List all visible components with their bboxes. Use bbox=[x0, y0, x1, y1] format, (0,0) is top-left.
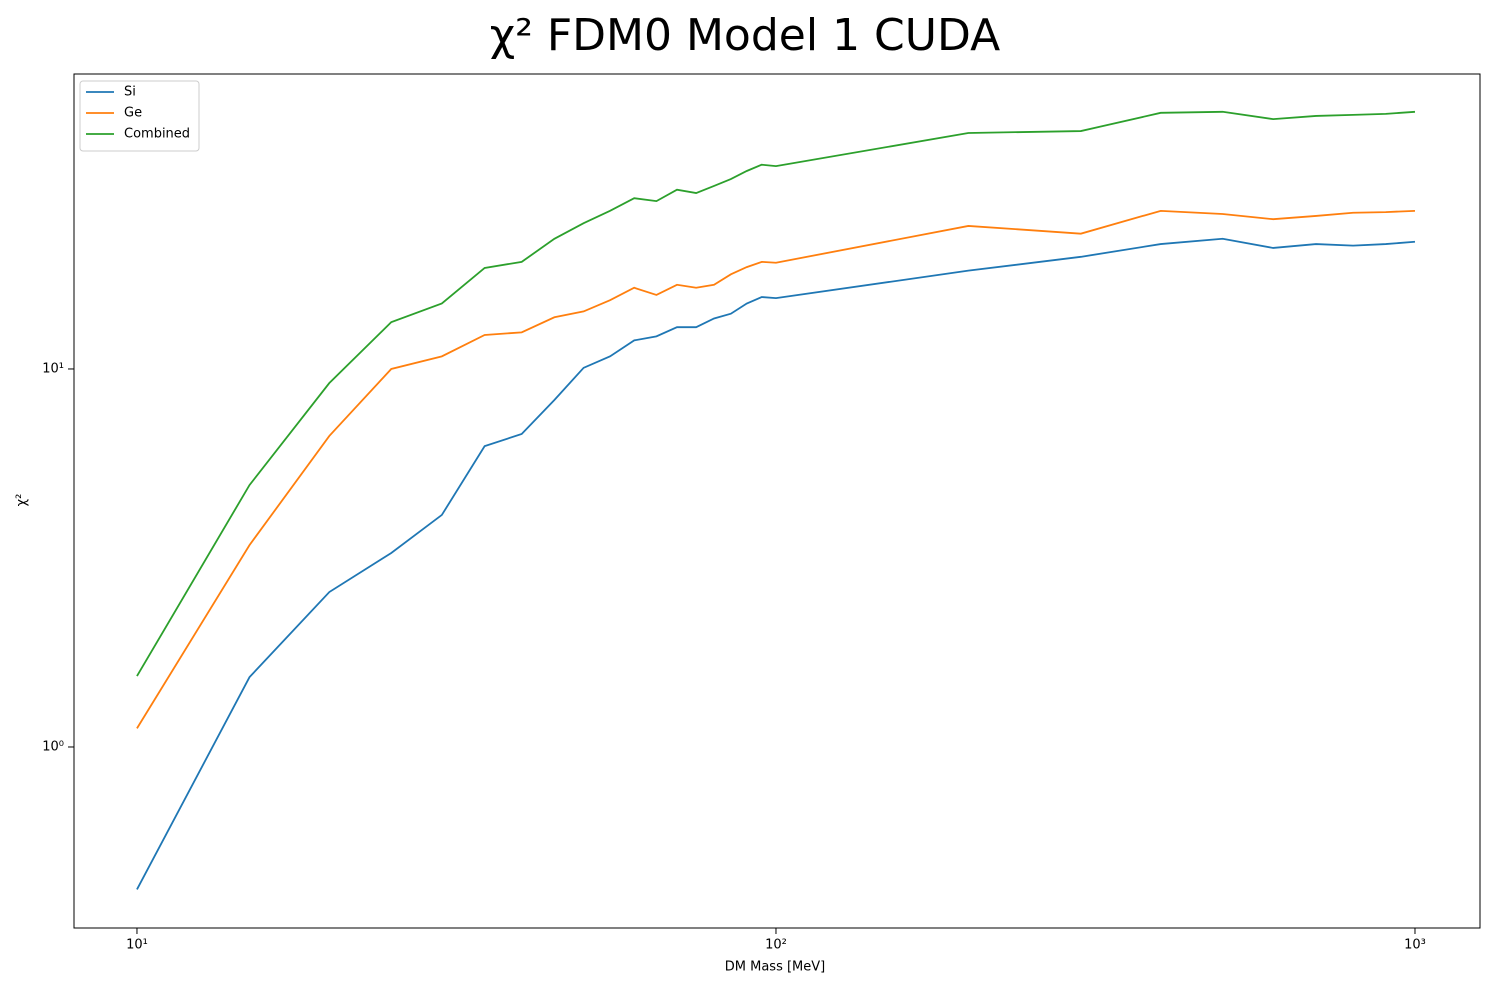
series-line bbox=[136, 209, 1416, 729]
series-line bbox=[136, 237, 1416, 890]
legend-label: Combined bbox=[124, 127, 190, 142]
x-tick-label: 10³ bbox=[1404, 938, 1426, 953]
x-axis-label: DM Mass [MeV] bbox=[725, 960, 825, 975]
legend-label: Ge bbox=[124, 106, 142, 121]
x-tick-label: 10¹ bbox=[126, 938, 148, 953]
y-tick-label: 10⁰ bbox=[42, 739, 64, 754]
legend-label: Si bbox=[124, 85, 136, 100]
y-tick-label: 10¹ bbox=[42, 361, 64, 376]
plot-frame bbox=[73, 73, 1481, 929]
series-line bbox=[136, 110, 1416, 677]
chart-title: χ² FDM0 Model 1 CUDA bbox=[490, 10, 1000, 61]
x-tick-label: 10² bbox=[765, 938, 787, 953]
y-axis-label: χ² bbox=[15, 494, 30, 507]
